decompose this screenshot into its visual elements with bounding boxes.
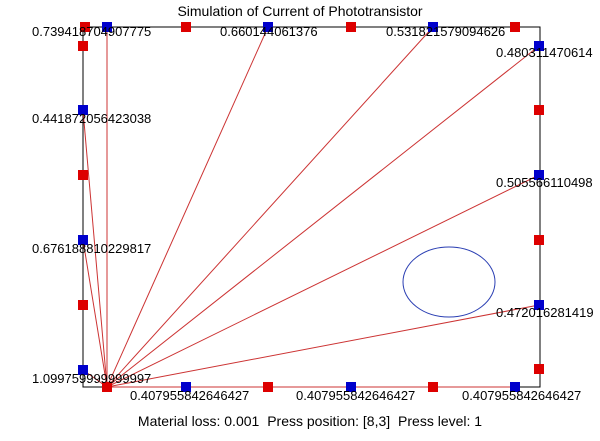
emitter-led-10 (78, 170, 88, 180)
receiver-led-2 (102, 22, 112, 32)
emitter-led-1 (80, 22, 90, 32)
emitter-led-17 (534, 235, 544, 245)
emitter-led-3 (181, 22, 191, 32)
light-beam-7 (82, 109, 108, 388)
emitter-led-8 (78, 41, 88, 51)
receiver-led-9 (78, 105, 88, 115)
led-markers (78, 22, 544, 392)
chart-title: Simulation of Current of Phototransistor (177, 3, 423, 19)
light-beam-3 (106, 26, 434, 388)
receiver-led-13 (78, 365, 88, 375)
emitter-led-22 (263, 382, 273, 392)
status-bar: Material loss: 0.001 Press position: [8,… (0, 413, 600, 429)
reading-top-1: 0.739418704907775 (32, 24, 152, 39)
emitter-led-12 (78, 300, 88, 310)
light-beam-4 (106, 45, 540, 388)
receiver-led-6 (428, 22, 438, 32)
reading-bottom-2: 0.407955842646427 (296, 388, 416, 403)
sensor-frame (82, 26, 541, 388)
receiver-led-25 (510, 382, 520, 392)
receiver-led-23 (346, 382, 356, 392)
receiver-led-16 (534, 170, 544, 180)
receiver-led-21 (181, 382, 191, 392)
reading-bottom-3: 0.407955842646427 (462, 388, 582, 403)
reading-left-1: 0.441872056423038 (32, 111, 152, 126)
press-point-circle (402, 246, 496, 318)
reading-top-3: 0.531821579094626 (386, 24, 506, 39)
emitter-led-5 (346, 22, 356, 32)
light-beam-5 (106, 174, 540, 388)
reading-right-1: 0.480311470614 (496, 45, 593, 60)
receiver-led-14 (534, 41, 544, 51)
receiver-led-18 (534, 300, 544, 310)
reading-bottom-1: 0.407955842646427 (130, 388, 250, 403)
emitter-led-7 (510, 22, 520, 32)
emitter-led-19 (534, 364, 544, 374)
press-position-label: Press position: [8,3] (267, 413, 391, 429)
light-beam-2 (106, 26, 269, 388)
light-beams (82, 26, 540, 388)
reading-right-2: 0.505566110498 (496, 175, 593, 190)
reading-top-2: 0.660144061376 (220, 24, 318, 39)
light-beam-8 (82, 239, 108, 388)
reading-right-3: 0.472016281419 (496, 305, 594, 320)
receiver-led-4 (263, 22, 273, 32)
press-level-label: Press level: 1 (398, 413, 483, 429)
reading-left-3: 1.099759999999997 (32, 371, 152, 386)
reading-left-2: 0.676188810229817 (32, 241, 152, 256)
emitter-led-20 (102, 382, 112, 392)
material-loss-label: Material loss: 0.001 (137, 413, 260, 429)
light-beam-6 (106, 304, 540, 388)
emitter-led-24 (428, 382, 438, 392)
emitter-led-15 (534, 105, 544, 115)
receiver-led-11 (78, 235, 88, 245)
